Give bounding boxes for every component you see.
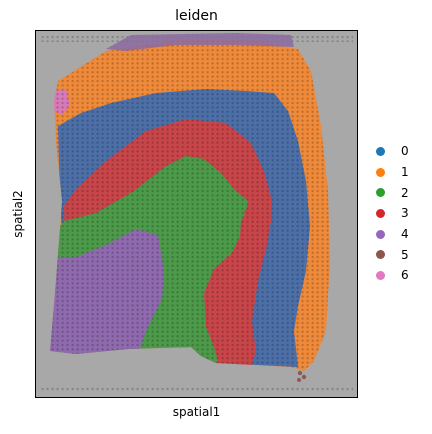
- legend-marker: [376, 188, 385, 198]
- legend-label: 3: [401, 206, 409, 221]
- legend-label: 0: [401, 144, 409, 159]
- legend-item: 5: [374, 244, 409, 265]
- legend: 0 1 2 3 4 5 6: [374, 141, 409, 286]
- legend-label: 4: [401, 227, 409, 242]
- legend-marker: [376, 146, 385, 156]
- legend-item: 0: [374, 141, 409, 162]
- plot-title: leiden: [175, 8, 218, 24]
- legend-marker: [376, 208, 385, 218]
- legend-item: 6: [374, 265, 409, 286]
- legend-label: 5: [401, 247, 409, 262]
- legend-item: 1: [374, 162, 409, 183]
- cluster-5-fragments: [297, 370, 307, 382]
- spatial-plot-frame: [35, 30, 358, 398]
- legend-item: 4: [374, 224, 409, 245]
- legend-item: 3: [374, 203, 409, 224]
- legend-marker: [376, 229, 385, 239]
- legend-marker: [376, 250, 385, 260]
- legend-label: 1: [401, 165, 409, 180]
- legend-label: 2: [401, 185, 409, 200]
- cluster-5-region: [106, 33, 294, 51]
- tissue-image: [36, 31, 357, 397]
- legend-label: 6: [401, 268, 409, 283]
- x-axis-label: spatial1: [172, 405, 221, 419]
- legend-marker: [376, 167, 385, 177]
- y-axis-label: spatial2: [11, 190, 25, 238]
- legend-marker: [376, 270, 385, 280]
- legend-item: 2: [374, 182, 409, 203]
